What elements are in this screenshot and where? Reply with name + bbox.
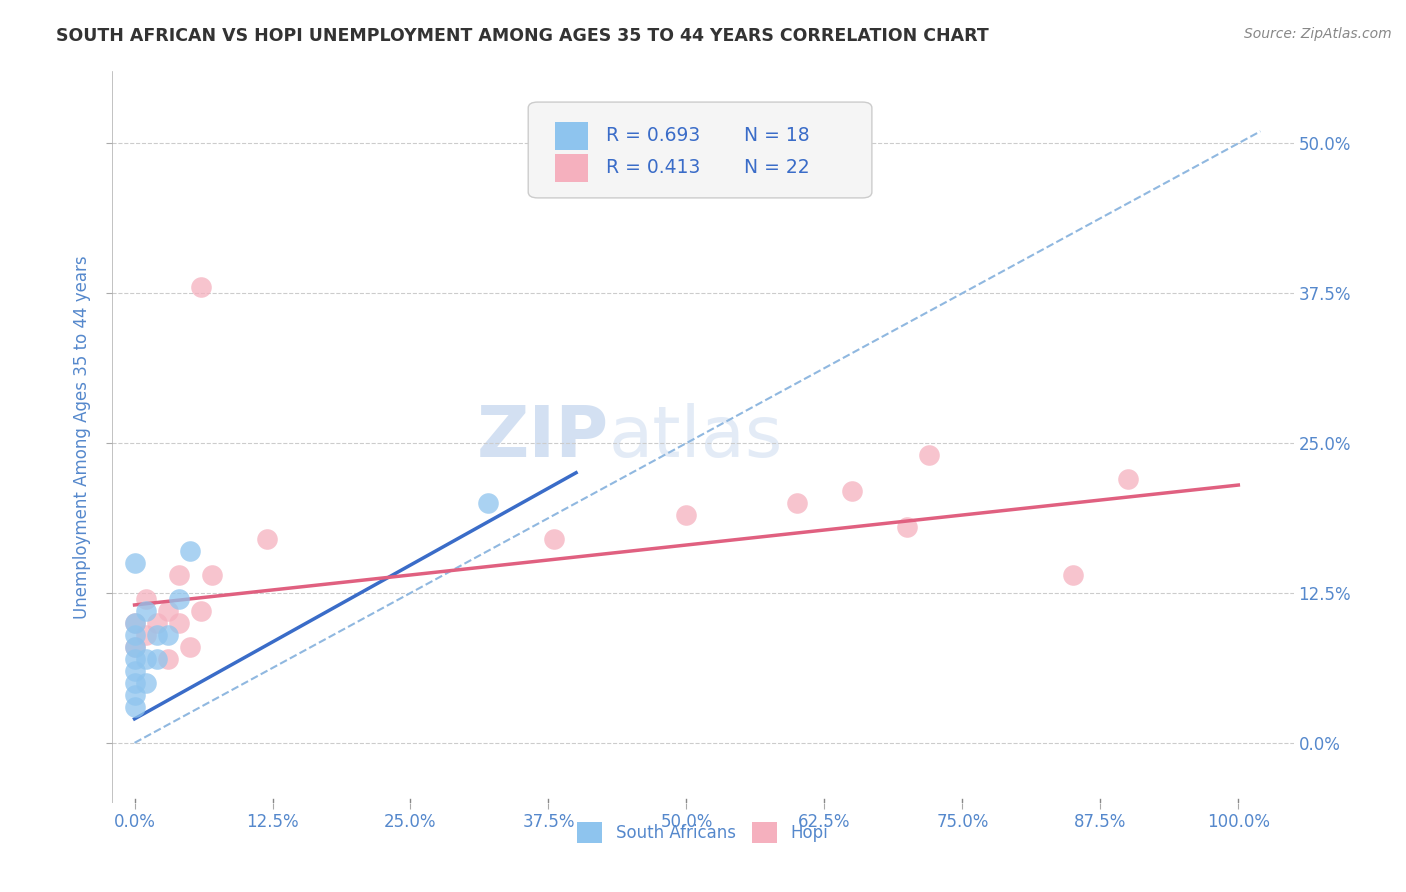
Point [1116, 472, 1139, 486]
Legend: South Africans, Hopi: South Africans, Hopi [571, 815, 835, 849]
Point [135, 676, 157, 690]
Point [156, 604, 179, 618]
Text: Source: ZipAtlas.com: Source: ZipAtlas.com [1244, 27, 1392, 41]
Point [190, 604, 212, 618]
Text: atlas: atlas [609, 402, 783, 472]
Point [124, 640, 146, 654]
Point [124, 628, 146, 642]
FancyBboxPatch shape [555, 154, 589, 182]
Point [256, 532, 278, 546]
Point [167, 568, 190, 582]
Point [167, 591, 190, 606]
Text: ZIP: ZIP [477, 402, 609, 472]
Point [896, 520, 918, 534]
FancyBboxPatch shape [529, 102, 872, 198]
Point [124, 652, 146, 666]
Point [135, 591, 157, 606]
Point [124, 615, 146, 630]
Point [145, 628, 167, 642]
Point [675, 508, 697, 522]
Point [156, 652, 179, 666]
Point [201, 568, 224, 582]
Point [124, 688, 146, 702]
Point [135, 604, 157, 618]
Point [167, 615, 190, 630]
Point [179, 640, 201, 654]
Point [124, 699, 146, 714]
Text: N = 22: N = 22 [744, 159, 810, 178]
Point [124, 615, 146, 630]
Point [190, 280, 212, 294]
Text: SOUTH AFRICAN VS HOPI UNEMPLOYMENT AMONG AGES 35 TO 44 YEARS CORRELATION CHART: SOUTH AFRICAN VS HOPI UNEMPLOYMENT AMONG… [56, 27, 988, 45]
Point [841, 483, 863, 498]
Point [477, 496, 499, 510]
Text: N = 18: N = 18 [744, 127, 810, 145]
Point [135, 628, 157, 642]
Point [786, 496, 808, 510]
Point [124, 556, 146, 570]
Point [543, 532, 565, 546]
Point [145, 652, 167, 666]
Point [124, 640, 146, 654]
Point [124, 664, 146, 678]
Point [1062, 568, 1084, 582]
Text: R = 0.693: R = 0.693 [606, 127, 700, 145]
Point [918, 448, 941, 462]
Y-axis label: Unemployment Among Ages 35 to 44 years: Unemployment Among Ages 35 to 44 years [73, 255, 91, 619]
Point [145, 615, 167, 630]
FancyBboxPatch shape [555, 122, 589, 150]
Point [135, 652, 157, 666]
Point [179, 544, 201, 558]
Point [156, 628, 179, 642]
Text: R = 0.413: R = 0.413 [606, 159, 700, 178]
Point [124, 676, 146, 690]
